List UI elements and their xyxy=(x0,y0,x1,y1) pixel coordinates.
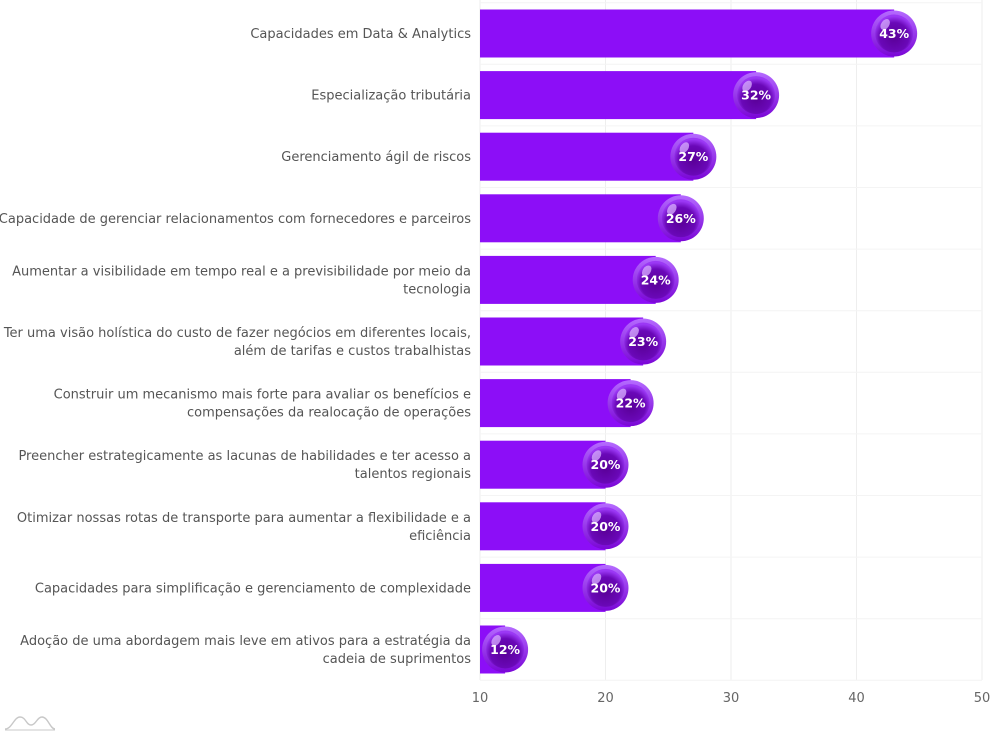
bars xyxy=(480,9,895,674)
value-bubble: 20% xyxy=(582,441,629,488)
category-label-line: Capacidades em Data & Analytics xyxy=(250,27,471,42)
bubble-highlight xyxy=(679,142,690,154)
category-label-line: Preencher estrategicamente as lacunas de… xyxy=(18,449,471,464)
category-label-line: além de tarifas e custos trabalhistas xyxy=(234,344,471,359)
category-label: Aumentar a visibilidade em tempo real e … xyxy=(12,264,471,297)
value-bubble: 26% xyxy=(657,195,704,242)
category-label-line: talentos regionais xyxy=(355,467,472,482)
bubble-highlight xyxy=(491,635,501,646)
bubble-highlight xyxy=(667,203,677,215)
category-label: Adoção de uma abordagem mais leve em ati… xyxy=(20,634,471,667)
bar xyxy=(480,379,631,428)
category-label-line: tecnologia xyxy=(403,282,471,297)
category-labels: Capacidades em Data & Analytics Especiali… xyxy=(0,27,471,667)
data-label: 20% xyxy=(591,519,621,534)
category-label: Capacidade de gerenciar relacionamentos … xyxy=(0,212,471,227)
gridlines xyxy=(479,0,983,681)
x-tick-label: 10 xyxy=(472,691,489,706)
category-label-line: Capacidade de gerenciar relacionamentos … xyxy=(0,212,471,227)
category-label: Capacidades em Data & Analytics xyxy=(250,27,471,42)
value-bubble: 20% xyxy=(582,503,629,550)
chart-logo-icon xyxy=(4,716,56,731)
category-label-line: Ter uma visão holística do custo de faze… xyxy=(3,326,471,341)
category-label: Construir um mecanismo mais forte para a… xyxy=(54,388,472,421)
category-label-line: Otimizar nossas rotas de transporte para… xyxy=(17,511,471,526)
bubble-highlight xyxy=(591,450,602,462)
category-label-line: eficiência xyxy=(409,529,471,544)
category-label-line: cadeia de suprimentos xyxy=(323,652,472,667)
data-label: 20% xyxy=(591,457,621,472)
data-label: 22% xyxy=(616,396,646,411)
category-label-line: Gerenciamento ágil de riscos xyxy=(281,150,471,165)
category-label-line: Adoção de uma abordagem mais leve em ati… xyxy=(20,634,471,649)
value-bubble: 43% xyxy=(871,10,918,57)
category-label: Gerenciamento ágil de riscos xyxy=(281,150,471,165)
category-label: Capacidades para simplificação e gerenci… xyxy=(35,581,471,596)
value-bubble: 12% xyxy=(482,626,529,673)
x-tick-label: 40 xyxy=(848,691,865,706)
category-label-line: Construir um mecanismo mais forte para a… xyxy=(54,388,471,403)
value-bubble: 23% xyxy=(620,318,667,365)
category-label-line: Capacidades para simplificação e gerenci… xyxy=(35,581,471,596)
category-label: Otimizar nossas rotas de transporte para… xyxy=(17,511,471,544)
bubble-highlight xyxy=(742,80,752,92)
category-label: Preencher estrategicamente as lacunas de… xyxy=(18,449,471,482)
x-tick-label: 20 xyxy=(597,691,614,706)
value-bubble: 24% xyxy=(632,256,679,303)
bar xyxy=(480,317,644,366)
bubble-highlight xyxy=(880,19,890,30)
value-bubbles: 43% 32% 27% 26% 24% 23% 22% 20% 20% 20% 12% xyxy=(482,10,918,673)
data-label: 26% xyxy=(666,211,696,226)
x-tick-label: 30 xyxy=(723,691,740,706)
bar xyxy=(480,255,656,304)
data-label: 27% xyxy=(678,149,708,164)
bar xyxy=(480,132,694,181)
value-bubble: 27% xyxy=(670,133,717,180)
data-label: 43% xyxy=(879,26,909,41)
bar xyxy=(480,194,681,243)
value-bubble: 32% xyxy=(733,72,780,119)
data-label: 32% xyxy=(741,88,771,103)
category-label-line: compensações da realocação de operações xyxy=(187,406,471,421)
bar xyxy=(480,71,757,120)
bubble-highlight xyxy=(591,511,602,523)
x-tick-label: 50 xyxy=(974,691,991,706)
bubble-highlight xyxy=(641,265,652,277)
category-label-line: Especialização tributária xyxy=(311,89,471,104)
data-label: 23% xyxy=(628,334,658,349)
data-label: 20% xyxy=(591,580,621,595)
data-label: 12% xyxy=(490,642,520,657)
category-label-line: Aumentar a visibilidade em tempo real e … xyxy=(12,264,471,279)
value-bubble: 22% xyxy=(607,380,654,427)
category-label: Ter uma visão holística do custo de faze… xyxy=(3,326,471,359)
x-axis-ticks: 10 20 30 40 50 xyxy=(472,691,991,706)
category-label: Especialização tributária xyxy=(311,89,471,104)
bubble-highlight xyxy=(616,388,627,400)
bubble-highlight xyxy=(591,573,602,585)
value-bubble: 20% xyxy=(582,564,629,611)
bar xyxy=(480,9,895,58)
data-label: 24% xyxy=(641,272,671,287)
bubble-highlight xyxy=(629,327,639,338)
